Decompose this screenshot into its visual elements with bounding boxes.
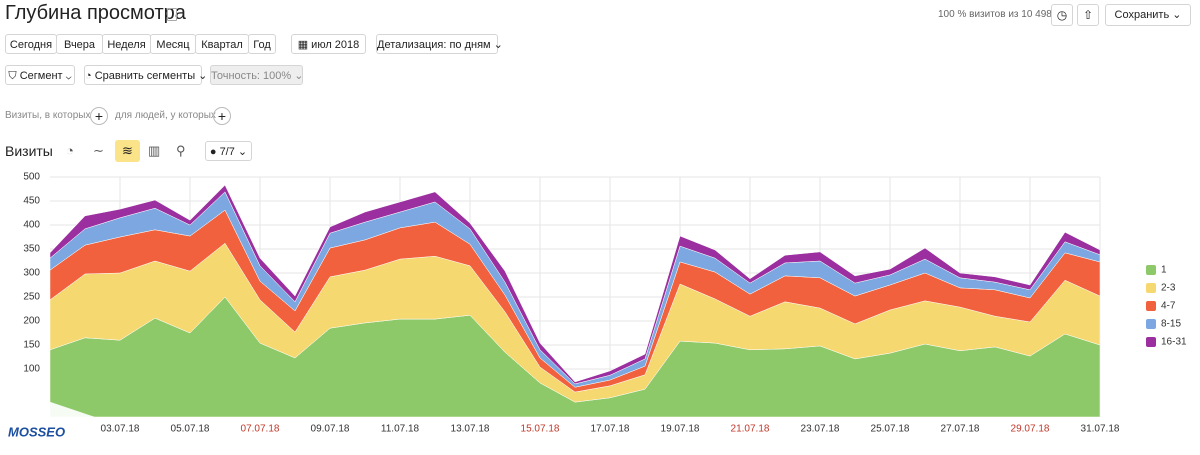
period-button[interactable]: Месяц (150, 34, 196, 54)
x-tick-label: 09.07.18 (311, 424, 350, 435)
legend-label: 2-3 (1161, 283, 1176, 294)
detail-button[interactable]: Детализация: по дням ⌄ (376, 34, 503, 54)
x-tick-label: 17.07.18 (591, 424, 630, 435)
legend-label: 1 (1161, 265, 1167, 276)
x-tick-label: 21.07.18 (731, 424, 770, 435)
series-counter[interactable]: ● 7/7 ⌄ (205, 141, 252, 161)
y-tick-label: 450 (23, 196, 40, 207)
period-button[interactable]: Год (248, 34, 276, 54)
x-tick-label: 25.07.18 (871, 424, 910, 435)
y-tick-label: 500 (23, 172, 40, 183)
legend-swatch (1146, 337, 1156, 347)
y-tick-label: 250 (23, 292, 40, 303)
month-button[interactable]: ▦ июл 2018 (291, 34, 366, 54)
page-title: Глубина просмотра (5, 2, 186, 24)
watermark: MOSSEO (8, 424, 65, 439)
compare-button[interactable]: ◔ Сравнить сегменты ⌄ (84, 65, 207, 85)
legend-swatch (1146, 319, 1156, 329)
x-tick-label: 11.07.18 (381, 424, 420, 435)
area (49, 184, 1101, 385)
bookmark-icon[interactable] (167, 8, 177, 21)
export-button[interactable]: ⇧ (1077, 4, 1099, 26)
x-tick-label: 29.07.18 (1011, 424, 1050, 435)
compare-label: Сравнить сегменты (94, 70, 196, 82)
x-tick-label: 13.07.18 (451, 424, 490, 435)
add-filter[interactable]: + (213, 107, 231, 125)
period-button[interactable]: Вчера (56, 34, 103, 54)
x-tick-label: 07.07.18 (241, 424, 280, 435)
chart-type-bar[interactable]: ▥ (148, 143, 161, 158)
period-button[interactable]: Неделя (102, 34, 151, 54)
accuracy-label: Точность: 100% (211, 70, 292, 82)
x-tick-label: 05.07.18 (171, 424, 210, 435)
legend-label: 8-15 (1161, 319, 1181, 330)
y-tick-label: 400 (23, 220, 40, 231)
legend-swatch (1146, 301, 1156, 311)
x-tick-label: 03.07.18 (101, 424, 140, 435)
x-tick-label: 27.07.18 (941, 424, 980, 435)
y-tick-label: 350 (23, 244, 40, 255)
accuracy-button[interactable]: Точность: 100% ⌄ (210, 65, 303, 85)
legend-swatch (1146, 265, 1156, 275)
filter-label: Визиты, в которых (5, 110, 91, 121)
watermark-bg (0, 385, 95, 455)
y-tick-label: 100 (23, 364, 40, 375)
x-tick-label: 31.07.18 (1081, 424, 1120, 435)
segment-label: Сегмент (19, 70, 63, 82)
chart-type-line[interactable]: ∼ (93, 143, 104, 158)
visits-info: 100 % визитов из 10 498 (938, 9, 1052, 20)
report-label: Визиты (5, 143, 53, 159)
legend-label: 4-7 (1161, 301, 1176, 312)
y-tick-label: 300 (23, 268, 40, 279)
chart-type-map[interactable]: ⚲ (176, 143, 186, 158)
x-tick-label: 15.07.18 (521, 424, 560, 435)
save-button[interactable]: Сохранить ⌄ (1105, 4, 1191, 26)
legend-label: 16-31 (1161, 337, 1187, 348)
chart-type-area[interactable]: ≋ (115, 140, 140, 162)
x-tick-label: 23.07.18 (801, 424, 840, 435)
detail-label: Детализация: по дням (377, 39, 491, 51)
period-button[interactable]: Квартал (195, 34, 249, 54)
filter-label: для людей, у которых (115, 110, 216, 121)
counter-label: 7/7 (219, 146, 235, 158)
month-label: июл 2018 (311, 39, 360, 51)
x-tick-label: 19.07.18 (661, 424, 700, 435)
y-tick-label: 150 (23, 340, 40, 351)
history-button[interactable]: ◷ (1051, 4, 1073, 26)
y-tick-label: 200 (23, 316, 40, 327)
legend-swatch (1146, 283, 1156, 293)
chart-type-pie[interactable]: ◔ (66, 143, 74, 158)
add-filter[interactable]: + (90, 107, 108, 125)
save-label: Сохранить (1114, 9, 1170, 21)
segment-button[interactable]: ⛉ Сегмент ⌄ (5, 65, 75, 85)
